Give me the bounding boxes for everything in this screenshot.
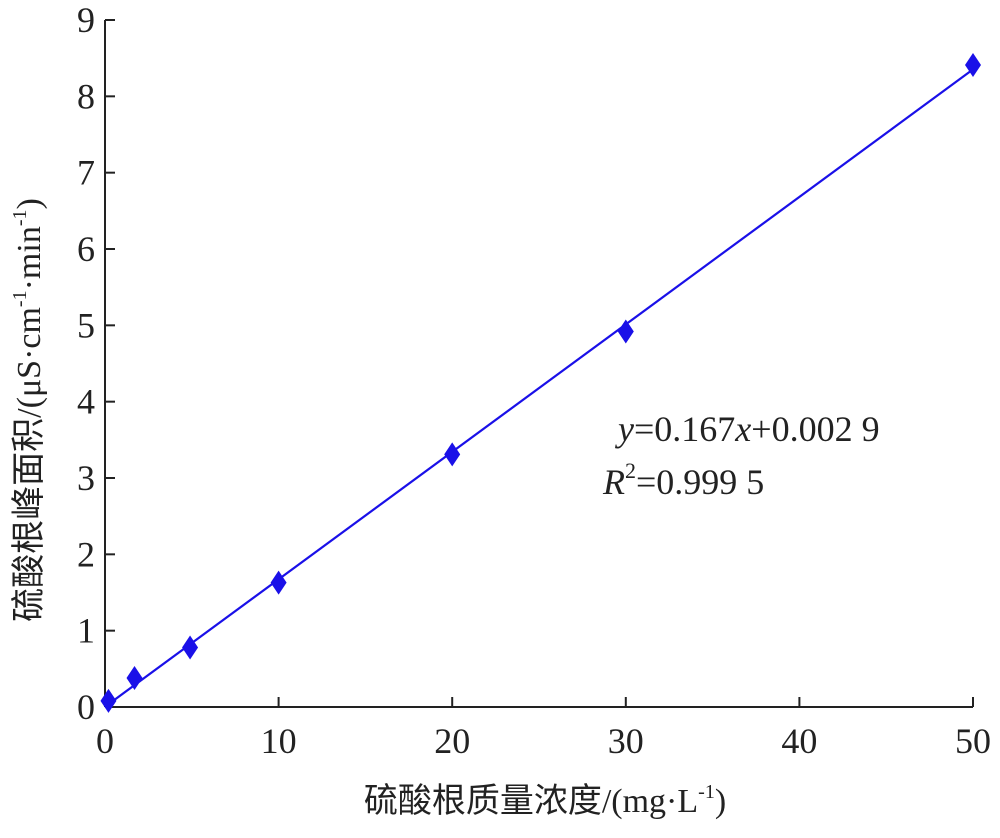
fit-line-layer (107, 68, 974, 706)
y-tick-label: 0 (77, 687, 95, 727)
equation-y-var: y (615, 409, 634, 449)
data-point (965, 53, 981, 78)
data-point (182, 635, 199, 660)
x-tick-label: 10 (261, 721, 297, 761)
x-tick-label: 30 (608, 721, 644, 761)
x-axis-title-main: 硫酸根质量浓度/(mg·L (364, 782, 698, 820)
x-axis-title-sup: -1 (698, 781, 715, 803)
x-axis-title-end: ) (715, 783, 726, 820)
data-point (617, 319, 634, 344)
axes (104, 20, 973, 708)
data-points (100, 53, 981, 713)
y-tick-label: 4 (77, 382, 95, 422)
r-squared-sup: 2 (625, 458, 636, 483)
fit-line (107, 68, 974, 706)
x-axis-title: 硫酸根质量浓度/(mg·L-1) (364, 781, 726, 820)
regression-equation: y=0.167x+0.002 9 (615, 409, 880, 449)
x-tick-label: 40 (781, 721, 817, 761)
r-squared: R2=0.999 5 (602, 458, 764, 502)
y-axis-title: 硫酸根峰面积/(μS·cm-1·min-1) (9, 198, 48, 622)
y-tick-label: 5 (77, 305, 95, 345)
y-tick-label: 8 (77, 76, 95, 116)
y-axis-title-mid: ·min (11, 226, 48, 290)
y-axis-title-main: 硫酸根峰面积/(μS·cm (10, 307, 48, 622)
equation-x-var: x (734, 409, 751, 449)
data-point (444, 442, 461, 467)
data-point (270, 570, 287, 595)
y-tick-label: 2 (77, 534, 95, 574)
x-tick-label: 20 (434, 721, 470, 761)
y-axis-title-sup2: -1 (9, 210, 31, 227)
y-tick-label: 3 (77, 458, 95, 498)
y-tick-label: 9 (77, 0, 95, 40)
r-squared-var: R (602, 462, 625, 502)
equation-mid: =0.167 (634, 409, 735, 449)
r-squared-value: =0.999 5 (636, 462, 764, 502)
equation-end: +0.002 9 (751, 409, 879, 449)
y-axis-title-sup1: -1 (9, 290, 31, 307)
data-point (126, 665, 143, 690)
y-tick-label: 1 (77, 611, 95, 651)
y-axis-title-end: ) (11, 198, 48, 209)
y-tick-label: 6 (77, 229, 95, 269)
data-point (100, 688, 117, 713)
x-tick-label: 50 (955, 721, 991, 761)
y-tick-label: 7 (77, 153, 95, 193)
x-tick-label: 0 (96, 721, 114, 761)
ticks: 0 10 20 30 40 50 0 1 2 3 4 5 6 7 8 9 (77, 0, 991, 761)
